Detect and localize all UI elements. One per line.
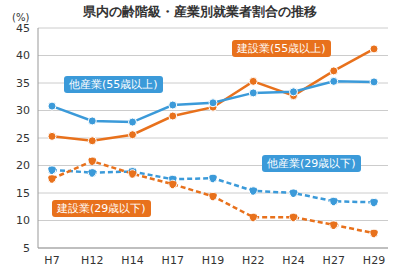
svg-text:10: 10	[16, 214, 30, 227]
svg-text:H27: H27	[323, 254, 345, 267]
svg-text:H29: H29	[363, 254, 385, 267]
svg-text:40: 40	[16, 49, 30, 62]
html-text:他産業(55歳以上): 他産業(55歳以上)	[69, 78, 158, 91]
svg-text:H19: H19	[202, 254, 224, 267]
svg-text:35: 35	[16, 77, 30, 90]
svg-text:30: 30	[16, 104, 30, 117]
html-text:建設業(55歳以上): 建設業(55歳以上)	[237, 42, 326, 55]
html-text:建設業(29歳以下): 建設業(29歳以下)	[57, 202, 146, 215]
svg-text:H14: H14	[121, 254, 143, 267]
svg-text:H24: H24	[282, 254, 304, 267]
html-text:県内の齢階級・産業別就業者割合の推移: 県内の齢階級・産業別就業者割合の推移	[83, 4, 317, 19]
svg-text:H12: H12	[81, 254, 103, 267]
svg-text:5: 5	[23, 242, 30, 255]
svg-text:25: 25	[16, 132, 30, 145]
svg-text:H17: H17	[162, 254, 184, 267]
svg-text:H22: H22	[242, 254, 264, 267]
html-text:他産業(29歳以下): 他産業(29歳以下)	[267, 157, 356, 170]
svg-text:20: 20	[16, 159, 30, 172]
svg-text:15: 15	[16, 187, 30, 200]
svg-text:H7: H7	[44, 254, 59, 267]
svg-text:45: 45	[16, 22, 30, 35]
